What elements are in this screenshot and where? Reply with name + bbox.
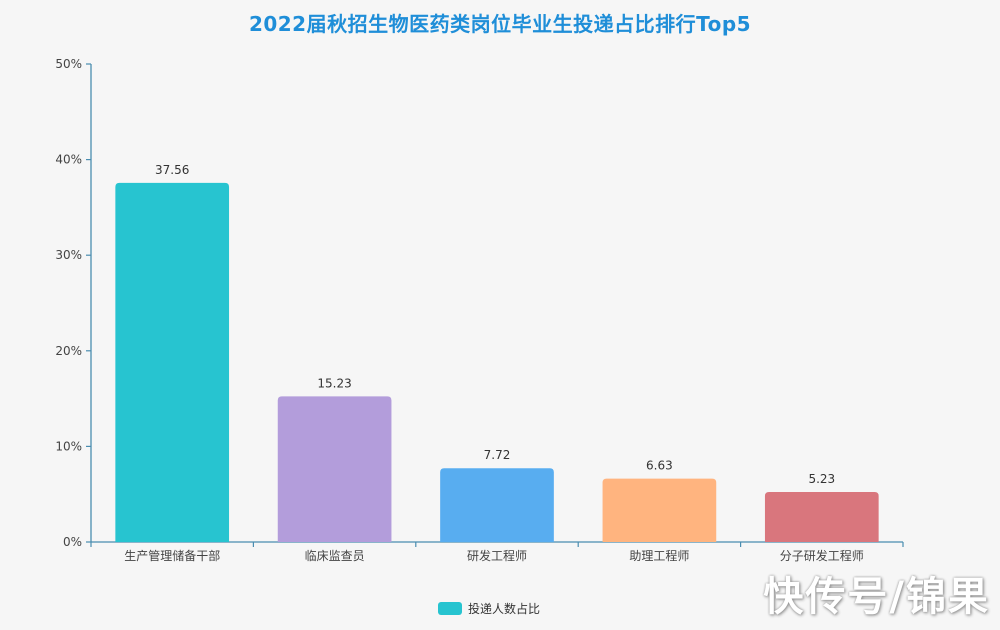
- watermark-text: 快传号/锦果: [763, 574, 990, 620]
- bar-value-label: 6.63: [646, 459, 673, 473]
- y-tick-label: 10%: [55, 439, 82, 453]
- bar-value-label: 37.56: [155, 163, 189, 177]
- legend-swatch: [438, 602, 462, 615]
- legend[interactable]: 投递人数占比: [438, 600, 540, 617]
- bar-value-label: 15.23: [317, 376, 351, 390]
- bar: [115, 182, 230, 543]
- bar: [440, 468, 554, 542]
- bar: [277, 396, 392, 542]
- legend-label: 投递人数占比: [468, 602, 541, 616]
- bar: [602, 478, 717, 542]
- bar-value-label: 7.72: [484, 448, 511, 462]
- chart-title: 2022届秋招生物医药类岗位毕业生投递占比排行Top5: [248, 12, 752, 36]
- x-tick-label: 分子研发工程师: [780, 548, 864, 563]
- y-tick-label: 50%: [55, 57, 82, 71]
- x-tick-label: 研发工程师: [467, 548, 527, 563]
- x-tick-label: 临床监查员: [305, 549, 365, 563]
- y-tick-label: 20%: [55, 344, 82, 358]
- y-tick-label: 0%: [63, 535, 82, 549]
- y-tick-label: 30%: [55, 248, 82, 262]
- x-tick-label: 生产管理储备干部: [124, 548, 220, 563]
- x-tick-label: 助理工程师: [629, 548, 689, 563]
- bar: [764, 492, 879, 542]
- y-tick-label: 40%: [55, 153, 82, 167]
- bar-value-label: 5.23: [808, 472, 835, 486]
